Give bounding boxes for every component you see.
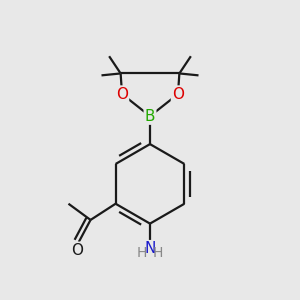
- Text: O: O: [172, 87, 184, 102]
- Text: B: B: [145, 109, 155, 124]
- Text: O: O: [71, 243, 83, 258]
- Text: H: H: [153, 246, 164, 260]
- Text: O: O: [116, 87, 128, 102]
- Text: H: H: [136, 246, 147, 260]
- Text: N: N: [144, 241, 156, 256]
